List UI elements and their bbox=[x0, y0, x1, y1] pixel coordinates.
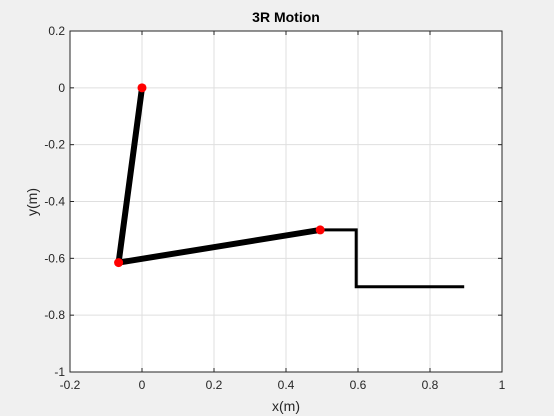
joint-marker bbox=[315, 225, 325, 235]
x-tick-label: 0.4 bbox=[278, 378, 295, 392]
y-tick-label: -0.4 bbox=[44, 195, 65, 209]
x-tick-labels: -0.2 0 0.2 0.4 0.6 0.8 1 bbox=[60, 378, 506, 392]
y-tick-label: -0.6 bbox=[44, 251, 65, 265]
y-tick-label: -0.8 bbox=[44, 308, 65, 322]
plot-lines bbox=[114, 83, 465, 289]
y-tick-label: -1 bbox=[54, 365, 65, 379]
y-tick-label: 0.2 bbox=[48, 24, 65, 38]
chart-title: 3R Motion bbox=[252, 9, 320, 25]
end-effector-path bbox=[320, 228, 465, 289]
x-axis-label: x(m) bbox=[272, 398, 300, 414]
y-tick-label: 0 bbox=[58, 81, 65, 95]
x-tick-label: 1 bbox=[499, 378, 506, 392]
x-tick-label: 0 bbox=[139, 378, 146, 392]
y-axis-label: y(m) bbox=[24, 188, 40, 216]
joint-marker bbox=[137, 83, 147, 93]
x-tick-label: 0.2 bbox=[206, 378, 223, 392]
tick-marks bbox=[69, 30, 503, 373]
joint-marker bbox=[114, 258, 124, 268]
x-tick-label: -0.2 bbox=[60, 378, 81, 392]
x-tick-label: 0.8 bbox=[422, 378, 439, 392]
y-tick-labels: -1 -0.8 -0.6 -0.4 -0.2 0 0.2 bbox=[44, 24, 65, 379]
x-tick-label: 0.6 bbox=[350, 378, 367, 392]
y-tick-label: -0.2 bbox=[44, 138, 65, 152]
